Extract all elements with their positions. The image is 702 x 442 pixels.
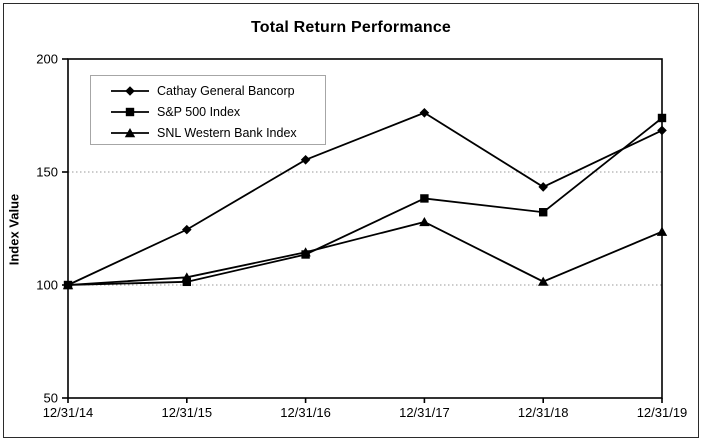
legend: Cathay General Bancorp S&P 500 Index SNL W… <box>90 75 326 145</box>
triangle-marker <box>62 280 74 290</box>
triangle-marker <box>124 128 136 138</box>
diamond-marker <box>419 107 430 118</box>
diamond-marker <box>538 182 548 192</box>
diamond-marker <box>125 85 135 96</box>
x-tick-label: 12/31/17 <box>399 405 450 420</box>
legend-label: S&P 500 Index <box>157 104 241 119</box>
x-tick-label: 12/31/15 <box>161 405 212 420</box>
square-marker <box>420 194 429 203</box>
legend-label: SNL Western Bank Index <box>157 126 297 141</box>
triangle-marker <box>181 272 192 282</box>
x-tick-label: 12/31/16 <box>280 405 331 420</box>
y-tick-label: 50 <box>44 391 58 406</box>
y-tick-label: 200 <box>36 52 58 67</box>
square-marker <box>125 107 135 117</box>
series-line <box>67 117 663 286</box>
series-line <box>67 220 663 286</box>
triangle-marker <box>419 216 430 227</box>
square-marker <box>182 277 191 287</box>
diamond-marker <box>657 125 667 136</box>
series-line <box>67 111 663 286</box>
triangle-marker <box>538 276 549 286</box>
triangle-marker <box>656 226 668 236</box>
square-marker <box>539 208 548 217</box>
legend-label: Cathay General Bancorp <box>157 83 295 98</box>
diamond-legend-icon <box>111 85 149 96</box>
diamond-marker <box>182 224 192 235</box>
chart-title: Total Return Performance <box>250 19 452 36</box>
x-tick-label: 12/31/18 <box>518 405 569 420</box>
legend-item: S&P 500 Index <box>111 101 325 122</box>
legend-item: Cathay General Bancorp <box>111 80 325 101</box>
diamond-marker <box>300 154 311 165</box>
triangle-marker <box>300 247 311 257</box>
x-tick-label: 12/31/14 <box>43 405 94 420</box>
y-tick-label: 100 <box>36 278 58 293</box>
legend-item: SNL Western Bank Index <box>111 123 325 144</box>
y-tick-label: 150 <box>36 165 58 180</box>
square-marker <box>657 113 667 123</box>
triangle-legend-icon <box>111 128 149 138</box>
x-tick-label: 12/31/19 <box>637 405 688 420</box>
square-legend-icon <box>111 107 149 117</box>
